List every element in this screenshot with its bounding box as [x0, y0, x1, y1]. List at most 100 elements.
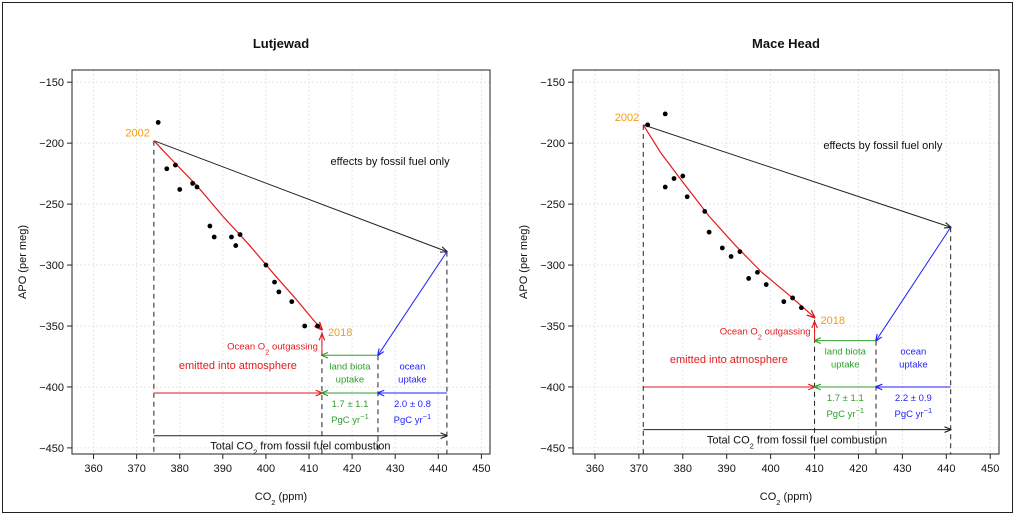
data-point [671, 176, 677, 181]
panel-mace-head: 360 370 380 390 400 410 420 430 440 450 −150 −200 −2… [518, 36, 1000, 507]
data-point [302, 323, 308, 329]
land-unit: PgC yr−1 [331, 412, 369, 427]
data-point [237, 232, 243, 237]
x-tick-label: 380 [674, 463, 692, 475]
year-label-start: 2002 [125, 128, 149, 140]
emitted-label: emitted into atmosphere [179, 360, 297, 372]
x-tick-label: 360 [586, 463, 604, 475]
land-label-2: uptake [336, 374, 365, 385]
year-label-end: 2018 [821, 315, 845, 327]
x-tick-label: 410 [300, 463, 318, 475]
total-label: Total CO2 from fossil fuel combustion [707, 435, 887, 451]
data-point [194, 184, 200, 190]
ocean-value: 2.0 ± 0.8 [394, 399, 431, 410]
x-tick-label: 370 [127, 463, 145, 475]
land-unit: PgC yr−1 [826, 405, 864, 420]
y-tick-label: −250 [39, 199, 64, 211]
data-point [763, 282, 769, 287]
ocean-uptake-arrow [876, 226, 952, 340]
y-tick-label: −150 [540, 77, 565, 89]
panel-lutjewad: 360 370 380 390 400 410 420 430 440 450 −150 −200 −2… [17, 36, 491, 507]
data-point [177, 187, 183, 192]
ocean-label-2: uptake [398, 374, 427, 385]
data-point [190, 180, 196, 186]
x-tick-label: 430 [386, 463, 404, 475]
data-point [229, 234, 234, 240]
y-tick-label: −400 [540, 382, 565, 394]
x-tick-label: 360 [84, 463, 102, 475]
x-tick-label: 440 [937, 463, 955, 475]
data-point [684, 194, 690, 200]
year-label-start: 2002 [615, 112, 639, 124]
land-label-1: land biota [329, 361, 371, 372]
data-point [315, 323, 321, 329]
data-point [662, 184, 668, 190]
x-tick-label: 410 [805, 463, 823, 475]
data-point [706, 229, 712, 235]
data-point [719, 245, 725, 251]
data-point [781, 299, 787, 305]
y-tick-label: −450 [540, 443, 565, 455]
y-tick-label: −250 [540, 199, 565, 211]
plot-border [572, 69, 1000, 455]
data-point [680, 173, 686, 179]
data-point [702, 209, 708, 214]
x-tick-label: 390 [718, 463, 736, 475]
data-point [207, 223, 213, 229]
x-axis-label: CO2 (ppm) [760, 491, 812, 507]
emitted-label: emitted into atmosphere [670, 354, 788, 366]
fit-line [153, 140, 322, 330]
x-tick-label: 400 [257, 463, 275, 475]
y-axis-label: APO (per meg) [518, 225, 530, 299]
plot-border [71, 69, 491, 455]
data-point [272, 279, 277, 285]
y-tick-label: −450 [39, 443, 64, 455]
ocean-label-1: ocean [900, 347, 926, 358]
x-tick-label: 400 [761, 463, 779, 475]
x-tick-label: 450 [472, 463, 490, 475]
y-tick-label: −200 [540, 138, 565, 150]
ocean-label-2: uptake [899, 360, 928, 371]
y-tick-label: −350 [39, 321, 64, 333]
data-point [263, 262, 269, 268]
x-tick-label: 420 [343, 463, 361, 475]
land-value: 1.7 ± 1.1 [331, 399, 368, 410]
x-tick-label: 450 [981, 463, 999, 475]
x-tick-label: 380 [171, 463, 189, 475]
x-axis-label: CO2 (ppm) [255, 491, 307, 507]
ocean-uptake-arrow [378, 251, 448, 356]
y-axis-label: APO (per meg) [17, 225, 29, 299]
land-label-2: uptake [831, 360, 860, 371]
fit-line [642, 124, 814, 318]
ocean-value: 2.2 ± 0.9 [895, 393, 932, 404]
data-point [211, 234, 217, 240]
x-tick-label: 390 [214, 463, 232, 475]
ocean-label-1: ocean [399, 361, 425, 372]
data-point [662, 111, 668, 117]
x-tick-label: 370 [630, 463, 648, 475]
data-point [276, 289, 282, 295]
fossil-only-arrow [643, 124, 950, 227]
y-tick-label: −350 [540, 321, 565, 333]
land-value: 1.7 ± 1.1 [827, 393, 864, 404]
data-point [645, 122, 651, 128]
total-label: Total CO2 from fossil fuel combustion [210, 441, 390, 457]
land-label-1: land biota [825, 347, 867, 358]
ocean-unit: PgC yr−1 [394, 412, 432, 427]
data-point [233, 243, 239, 248]
data-point [289, 299, 295, 305]
x-tick-label: 420 [849, 463, 867, 475]
y-tick-label: −200 [39, 138, 64, 150]
outgassing-label: Ocean O2 outgassing [720, 327, 811, 342]
chart-title: Lutjewad [253, 36, 309, 51]
data-point [746, 276, 752, 281]
data-point [155, 120, 161, 125]
y-tick-label: −150 [39, 77, 64, 89]
ocean-unit: PgC yr−1 [895, 405, 933, 420]
x-tick-label: 430 [893, 463, 911, 475]
y-tick-label: −300 [540, 260, 565, 272]
data-point [790, 295, 795, 301]
y-tick-label: −300 [39, 260, 64, 272]
